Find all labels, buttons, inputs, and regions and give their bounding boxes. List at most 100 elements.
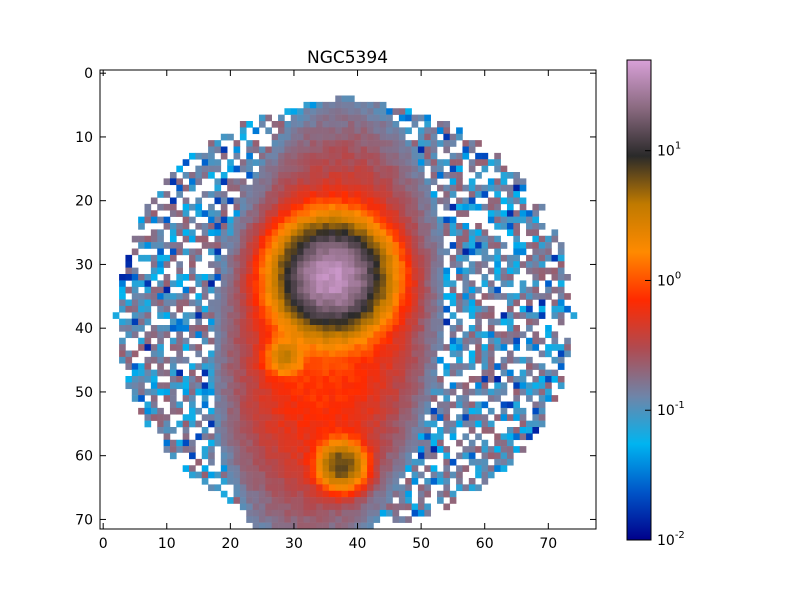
- heatmap-cell: [532, 388, 540, 396]
- heatmap-cell: [386, 497, 393, 504]
- heatmap-cell: [335, 242, 342, 249]
- heatmap-cell: [360, 101, 368, 109]
- heatmap-cell: [456, 178, 463, 186]
- heatmap-cell: [341, 509, 349, 517]
- heatmap-cell: [201, 401, 209, 409]
- heatmap-cell: [500, 223, 508, 230]
- heatmap-cell: [278, 503, 285, 511]
- heatmap-cell: [119, 344, 126, 351]
- heatmap-cell: [475, 235, 482, 243]
- heatmap-cell: [443, 184, 451, 192]
- heatmap-cell: [297, 274, 304, 281]
- heatmap-cell: [297, 133, 304, 141]
- heatmap-cell: [532, 293, 540, 300]
- heatmap-cell: [169, 446, 177, 453]
- heatmap-cell: [437, 184, 444, 192]
- heatmap-cell: [481, 471, 489, 479]
- heatmap-cell: [328, 331, 336, 339]
- heatmap-cell: [316, 191, 323, 198]
- heatmap-cell: [367, 280, 374, 288]
- heatmap-cell: [265, 509, 272, 517]
- heatmap-cell: [405, 395, 412, 402]
- heatmap-cell: [487, 312, 495, 319]
- heatmap-cell: [265, 478, 272, 485]
- heatmap-cell: [252, 184, 260, 192]
- heatmap-cell: [443, 121, 451, 128]
- heatmap-cell: [303, 254, 311, 262]
- heatmap-cell: [163, 369, 171, 377]
- heatmap-cell: [182, 388, 190, 396]
- heatmap-cell: [360, 439, 368, 447]
- heatmap-cell: [258, 388, 266, 396]
- heatmap-cell: [411, 363, 419, 370]
- heatmap-cell: [131, 267, 139, 275]
- heatmap-cell: [354, 446, 362, 453]
- heatmap-cell: [169, 197, 177, 205]
- heatmap-cell: [373, 305, 381, 313]
- heatmap-cell: [335, 146, 342, 154]
- heatmap-cell: [163, 388, 171, 396]
- heatmap-cell: [335, 203, 342, 211]
- heatmap-cell: [322, 254, 330, 262]
- heatmap-cell: [214, 274, 222, 281]
- heatmap-cell: [449, 497, 457, 504]
- heatmap-cell: [538, 401, 546, 409]
- heatmap-cell: [354, 490, 362, 498]
- heatmap-cell: [360, 191, 368, 198]
- heatmap-cell: [246, 350, 253, 358]
- heatmap-cell: [284, 235, 292, 243]
- heatmap-cell: [303, 191, 311, 198]
- heatmap-cell: [233, 140, 241, 147]
- heatmap-cell: [195, 197, 203, 205]
- heatmap-cell: [367, 478, 374, 485]
- heatmap-cell: [290, 242, 298, 249]
- heatmap-cell: [169, 248, 177, 256]
- heatmap-cell: [284, 197, 292, 205]
- heatmap-cell: [437, 172, 444, 179]
- heatmap-cell: [443, 223, 451, 230]
- heatmap-cell: [411, 267, 419, 275]
- heatmap-cell: [195, 248, 203, 256]
- heatmap-cell: [348, 471, 355, 479]
- colorbar-fill: [627, 60, 651, 540]
- heatmap-cell: [430, 318, 438, 326]
- heatmap-cell: [360, 108, 368, 115]
- heatmap-cell: [189, 414, 196, 421]
- heatmap-cell: [252, 229, 260, 237]
- heatmap-cell: [252, 178, 260, 186]
- heatmap-cell: [424, 503, 431, 511]
- heatmap-cell: [278, 427, 285, 434]
- heatmap-cell: [316, 407, 323, 415]
- heatmap-cell: [348, 452, 355, 460]
- heatmap-cell: [309, 152, 317, 160]
- heatmap-cell: [386, 382, 393, 390]
- heatmap-cell: [526, 382, 533, 390]
- heatmap-cell: [271, 235, 279, 243]
- heatmap-cell: [373, 420, 381, 428]
- heatmap-cell: [379, 465, 387, 472]
- heatmap-cell: [335, 503, 342, 511]
- heatmap-cell: [335, 127, 342, 135]
- heatmap-cell: [513, 407, 520, 415]
- heatmap-cell: [309, 172, 317, 179]
- heatmap-cell: [303, 344, 311, 351]
- heatmap-cell: [348, 267, 355, 275]
- heatmap-cell: [316, 516, 323, 523]
- heatmap-cell: [360, 427, 368, 434]
- heatmap-cell: [271, 356, 279, 364]
- heatmap-cell: [424, 318, 431, 326]
- heatmap-cell: [373, 172, 381, 179]
- heatmap-cell: [354, 344, 362, 351]
- heatmap-cell: [297, 427, 304, 434]
- heatmap-cell: [367, 376, 374, 383]
- heatmap-cell: [335, 114, 342, 122]
- heatmap-cell: [284, 509, 292, 517]
- heatmap-cell: [144, 318, 152, 326]
- heatmap-cell: [258, 484, 266, 492]
- heatmap-cell: [430, 388, 438, 396]
- heatmap-cell: [328, 344, 336, 351]
- heatmap-cell: [163, 414, 171, 421]
- heatmap-cell: [163, 223, 171, 230]
- heatmap-cell: [278, 433, 285, 441]
